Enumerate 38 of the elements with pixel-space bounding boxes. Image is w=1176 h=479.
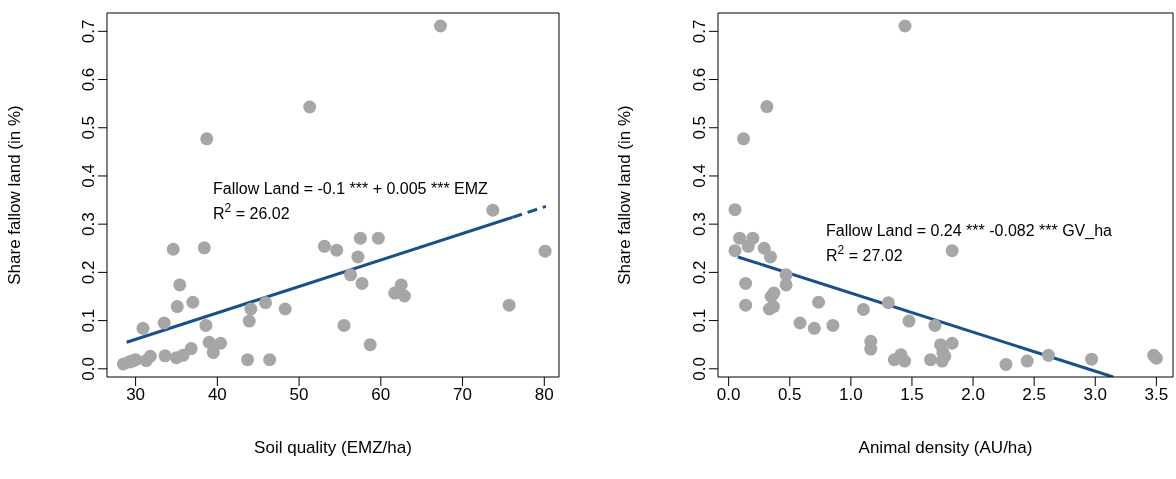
y-tick-label: 0.4 [690,164,709,188]
y-tick-label: 0.0 [690,356,709,381]
y-tick-label: 0.2 [79,260,98,285]
annotation: Fallow Land = -0.1 *** + 0.005 *** EMZ [213,180,489,197]
y-axis-title: Share fallow land (in %) [5,105,25,285]
y-tick-label: 0.3 [79,212,98,236]
y-tick-label: 0.7 [79,19,98,44]
x-tick-label: 60 [371,385,391,405]
y-tick-label: 0.3 [690,212,709,236]
x-tick-label: 30 [126,385,146,405]
x-tick-label: 50 [289,385,309,405]
y-tick-label: 0.2 [690,260,709,285]
y-tick-label: 0.7 [690,19,709,44]
x-tick-label: 0.0 [716,385,741,405]
x-tick-label: 1.0 [839,385,863,405]
x-tick-label: 0.5 [777,385,802,405]
x-axis-title: Soil quality (EMZ/ha) [254,438,412,457]
x-tick-label: 40 [207,385,227,405]
x-tick-label: 2.5 [1022,385,1046,405]
y-tick-label: 0.0 [79,356,98,381]
x-tick-label: 2.0 [961,385,985,405]
y-tick-label: 0.5 [79,115,98,140]
annotation: R$^{2}$ = 26.02 [213,201,290,222]
annotation: Fallow Land = 0.24 *** -0.082 *** GV_ha [826,222,1113,240]
y-tick-label: 0.5 [690,115,709,140]
y-tick-label: 0.1 [79,308,98,333]
x-tick-label: 1.5 [900,385,924,405]
x-tick-label: 3.5 [1144,385,1169,405]
y-tick-label: 0.6 [79,67,98,92]
x-tick-label: 70 [453,385,473,405]
y-tick-label: 0.4 [79,164,98,188]
x-tick-label: 80 [534,385,554,405]
annotation: R$^{2}$ = 27.02 [826,243,903,264]
x-axis-title: Animal density (AU/ha) [858,438,1033,457]
y-tick-label: 0.6 [690,67,709,92]
y-tick-label: 0.1 [690,308,709,333]
x-tick-label: 3.0 [1083,385,1108,405]
y-axis-title: Share fallow land (in %) [615,105,635,285]
